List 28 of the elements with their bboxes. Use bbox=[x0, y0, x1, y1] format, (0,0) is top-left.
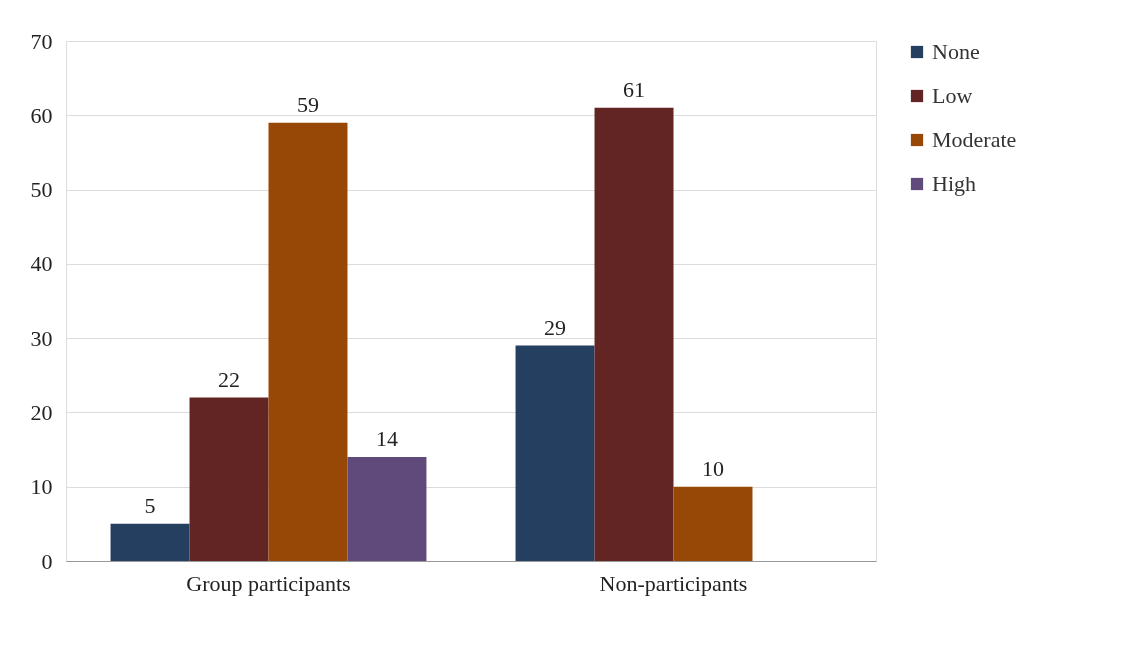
bar bbox=[110, 523, 190, 561]
bar bbox=[268, 122, 348, 561]
x-tick-label: Non-participants bbox=[599, 570, 748, 596]
y-tick-label: 60 bbox=[30, 102, 53, 128]
data-label: 5 bbox=[144, 492, 156, 518]
bar bbox=[515, 345, 595, 561]
legend-label: High bbox=[932, 171, 976, 196]
data-label: 59 bbox=[296, 91, 319, 117]
y-tick-label: 70 bbox=[30, 28, 53, 54]
y-tick-label: 40 bbox=[30, 251, 53, 277]
y-tick-label: 20 bbox=[30, 399, 53, 425]
data-label: 22 bbox=[218, 366, 241, 392]
x-tick-label: Group participants bbox=[186, 570, 351, 596]
bar bbox=[673, 486, 753, 561]
data-label: 29 bbox=[544, 314, 567, 340]
y-tick-label: 50 bbox=[30, 177, 53, 203]
bar bbox=[594, 107, 674, 561]
y-tick-label: 0 bbox=[41, 548, 53, 574]
bar bbox=[347, 457, 427, 561]
legend-label: Low bbox=[932, 83, 973, 108]
bar bbox=[189, 397, 269, 561]
data-label: 10 bbox=[701, 455, 724, 481]
y-tick-label: 10 bbox=[30, 474, 53, 500]
legend-label: None bbox=[932, 39, 980, 64]
data-label: 61 bbox=[623, 76, 646, 102]
y-tick-label: 30 bbox=[30, 325, 53, 351]
legend-label: Moderate bbox=[932, 127, 1017, 152]
data-label: 14 bbox=[375, 426, 398, 451]
